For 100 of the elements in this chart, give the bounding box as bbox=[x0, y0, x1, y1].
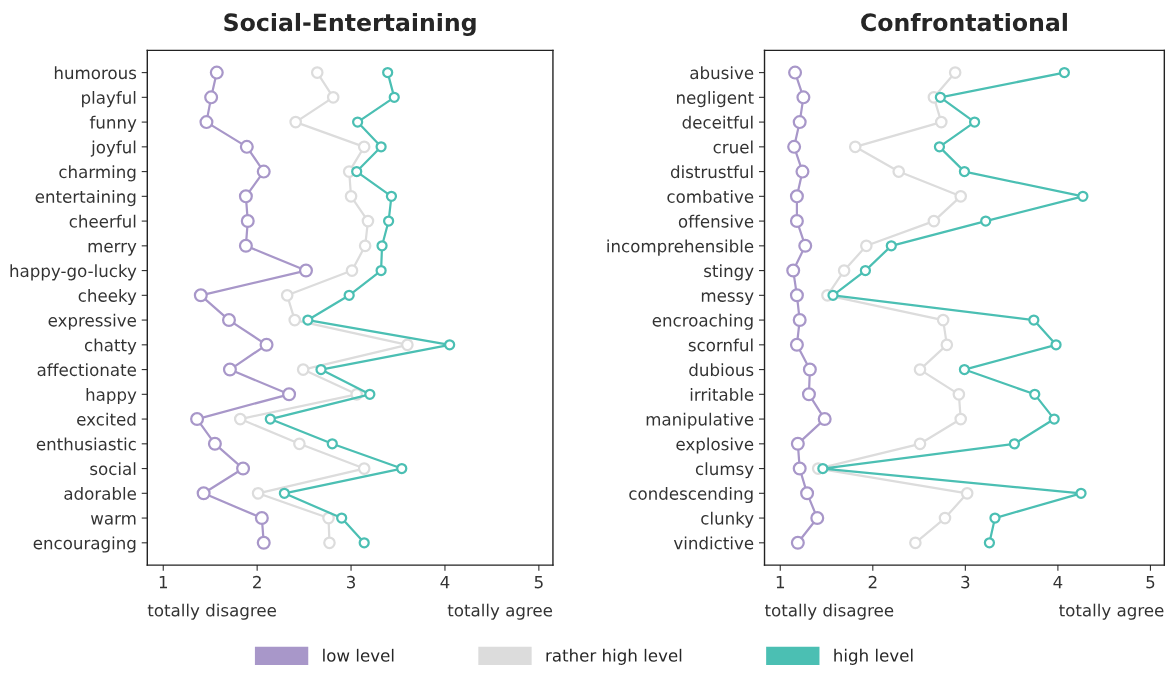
y-tick-label: charming bbox=[59, 165, 136, 182]
y-tick-label: deceitful bbox=[682, 115, 753, 129]
point bbox=[952, 388, 966, 401]
point bbox=[209, 65, 224, 80]
text: totally disagree bbox=[764, 603, 894, 620]
point bbox=[934, 115, 948, 129]
y-tick-label: warm bbox=[90, 515, 136, 525]
point bbox=[798, 238, 813, 253]
point bbox=[207, 436, 222, 451]
point bbox=[352, 116, 364, 128]
point bbox=[954, 190, 968, 203]
x-tick-label: 4 bbox=[1053, 576, 1063, 589]
point bbox=[375, 264, 387, 277]
point bbox=[351, 165, 363, 178]
point bbox=[885, 240, 897, 252]
y-tick-label: chatty bbox=[84, 338, 137, 355]
y-tick-label: vindictive bbox=[673, 536, 754, 550]
point bbox=[934, 91, 946, 103]
point bbox=[936, 313, 950, 327]
point bbox=[204, 90, 219, 105]
point bbox=[193, 288, 208, 303]
text: totally agree bbox=[447, 603, 553, 620]
y-tick-label: encroaching bbox=[652, 313, 753, 330]
y-tick-label: humorous bbox=[54, 66, 137, 80]
point bbox=[322, 511, 335, 525]
x-tick-label: 2 bbox=[253, 575, 261, 589]
point bbox=[938, 511, 952, 525]
y-tick-label: social bbox=[90, 462, 136, 476]
point bbox=[293, 437, 306, 451]
point bbox=[358, 537, 370, 549]
point bbox=[796, 90, 811, 105]
legend-label: low level bbox=[323, 648, 394, 662]
point bbox=[361, 214, 375, 228]
point bbox=[238, 238, 253, 253]
point bbox=[375, 141, 387, 153]
point bbox=[357, 462, 371, 475]
y-tick-label: dubious bbox=[689, 363, 754, 377]
y-tick-label: scornful bbox=[688, 338, 753, 352]
y-tick-label: condescending bbox=[629, 486, 753, 504]
y-tick-label: cruel bbox=[713, 140, 753, 154]
point bbox=[827, 289, 839, 301]
point bbox=[801, 387, 816, 402]
text: totally agree bbox=[1059, 603, 1164, 620]
y-tick-label: enthusiastic bbox=[36, 437, 136, 451]
y-tick-label: manipulative bbox=[646, 412, 754, 429]
point bbox=[960, 486, 974, 500]
point bbox=[222, 362, 237, 377]
point bbox=[264, 413, 276, 425]
point bbox=[1050, 339, 1062, 351]
point bbox=[256, 164, 271, 179]
point bbox=[190, 412, 205, 427]
point bbox=[800, 486, 815, 501]
point bbox=[927, 214, 941, 228]
point bbox=[288, 313, 302, 327]
y-tick-label: funny bbox=[89, 115, 137, 132]
point bbox=[1048, 413, 1060, 425]
point bbox=[240, 214, 255, 229]
point bbox=[298, 263, 313, 278]
point bbox=[954, 412, 968, 426]
point bbox=[913, 437, 927, 451]
point bbox=[948, 66, 962, 79]
y-tick-label: adorable bbox=[64, 486, 136, 500]
point bbox=[345, 264, 359, 277]
legend-label: rather high level bbox=[546, 648, 682, 665]
point bbox=[382, 215, 395, 227]
x-tick-label: 1 bbox=[159, 576, 168, 589]
point bbox=[343, 289, 355, 301]
y-tick-label: distrustful bbox=[670, 165, 753, 179]
x-tick-label: 2 bbox=[868, 575, 877, 589]
point bbox=[199, 115, 214, 130]
y-tick-label: incomprehensible bbox=[607, 239, 754, 256]
legend-label: high level bbox=[834, 648, 913, 665]
x-tick-label: 3 bbox=[961, 575, 970, 589]
y-tick-label: explosive bbox=[676, 437, 754, 454]
x-tick-label: 4 bbox=[440, 576, 450, 589]
point bbox=[296, 363, 310, 376]
x-tick-label: 5 bbox=[1146, 576, 1155, 589]
point bbox=[221, 313, 236, 328]
y-tick-label: happy bbox=[86, 387, 137, 405]
point bbox=[817, 462, 829, 475]
y-tick-label: clunky bbox=[701, 511, 754, 528]
point bbox=[892, 165, 906, 178]
point bbox=[810, 511, 825, 526]
chart-title: Social-Entertaining bbox=[224, 12, 476, 36]
point bbox=[259, 337, 274, 352]
point bbox=[376, 240, 388, 252]
y-tick-label: happy-go-lucky bbox=[10, 264, 137, 281]
point bbox=[239, 139, 254, 154]
point bbox=[958, 165, 971, 178]
y-tick-label: messy bbox=[701, 292, 754, 306]
point bbox=[795, 164, 810, 179]
point bbox=[1058, 66, 1070, 79]
point bbox=[802, 362, 817, 377]
point bbox=[444, 339, 456, 351]
text: totally disagree bbox=[147, 603, 276, 620]
point bbox=[786, 263, 801, 278]
point bbox=[789, 337, 804, 352]
y-tick-label: playful bbox=[82, 91, 136, 108]
y-tick-label: offensive bbox=[678, 214, 754, 228]
point bbox=[280, 289, 294, 302]
